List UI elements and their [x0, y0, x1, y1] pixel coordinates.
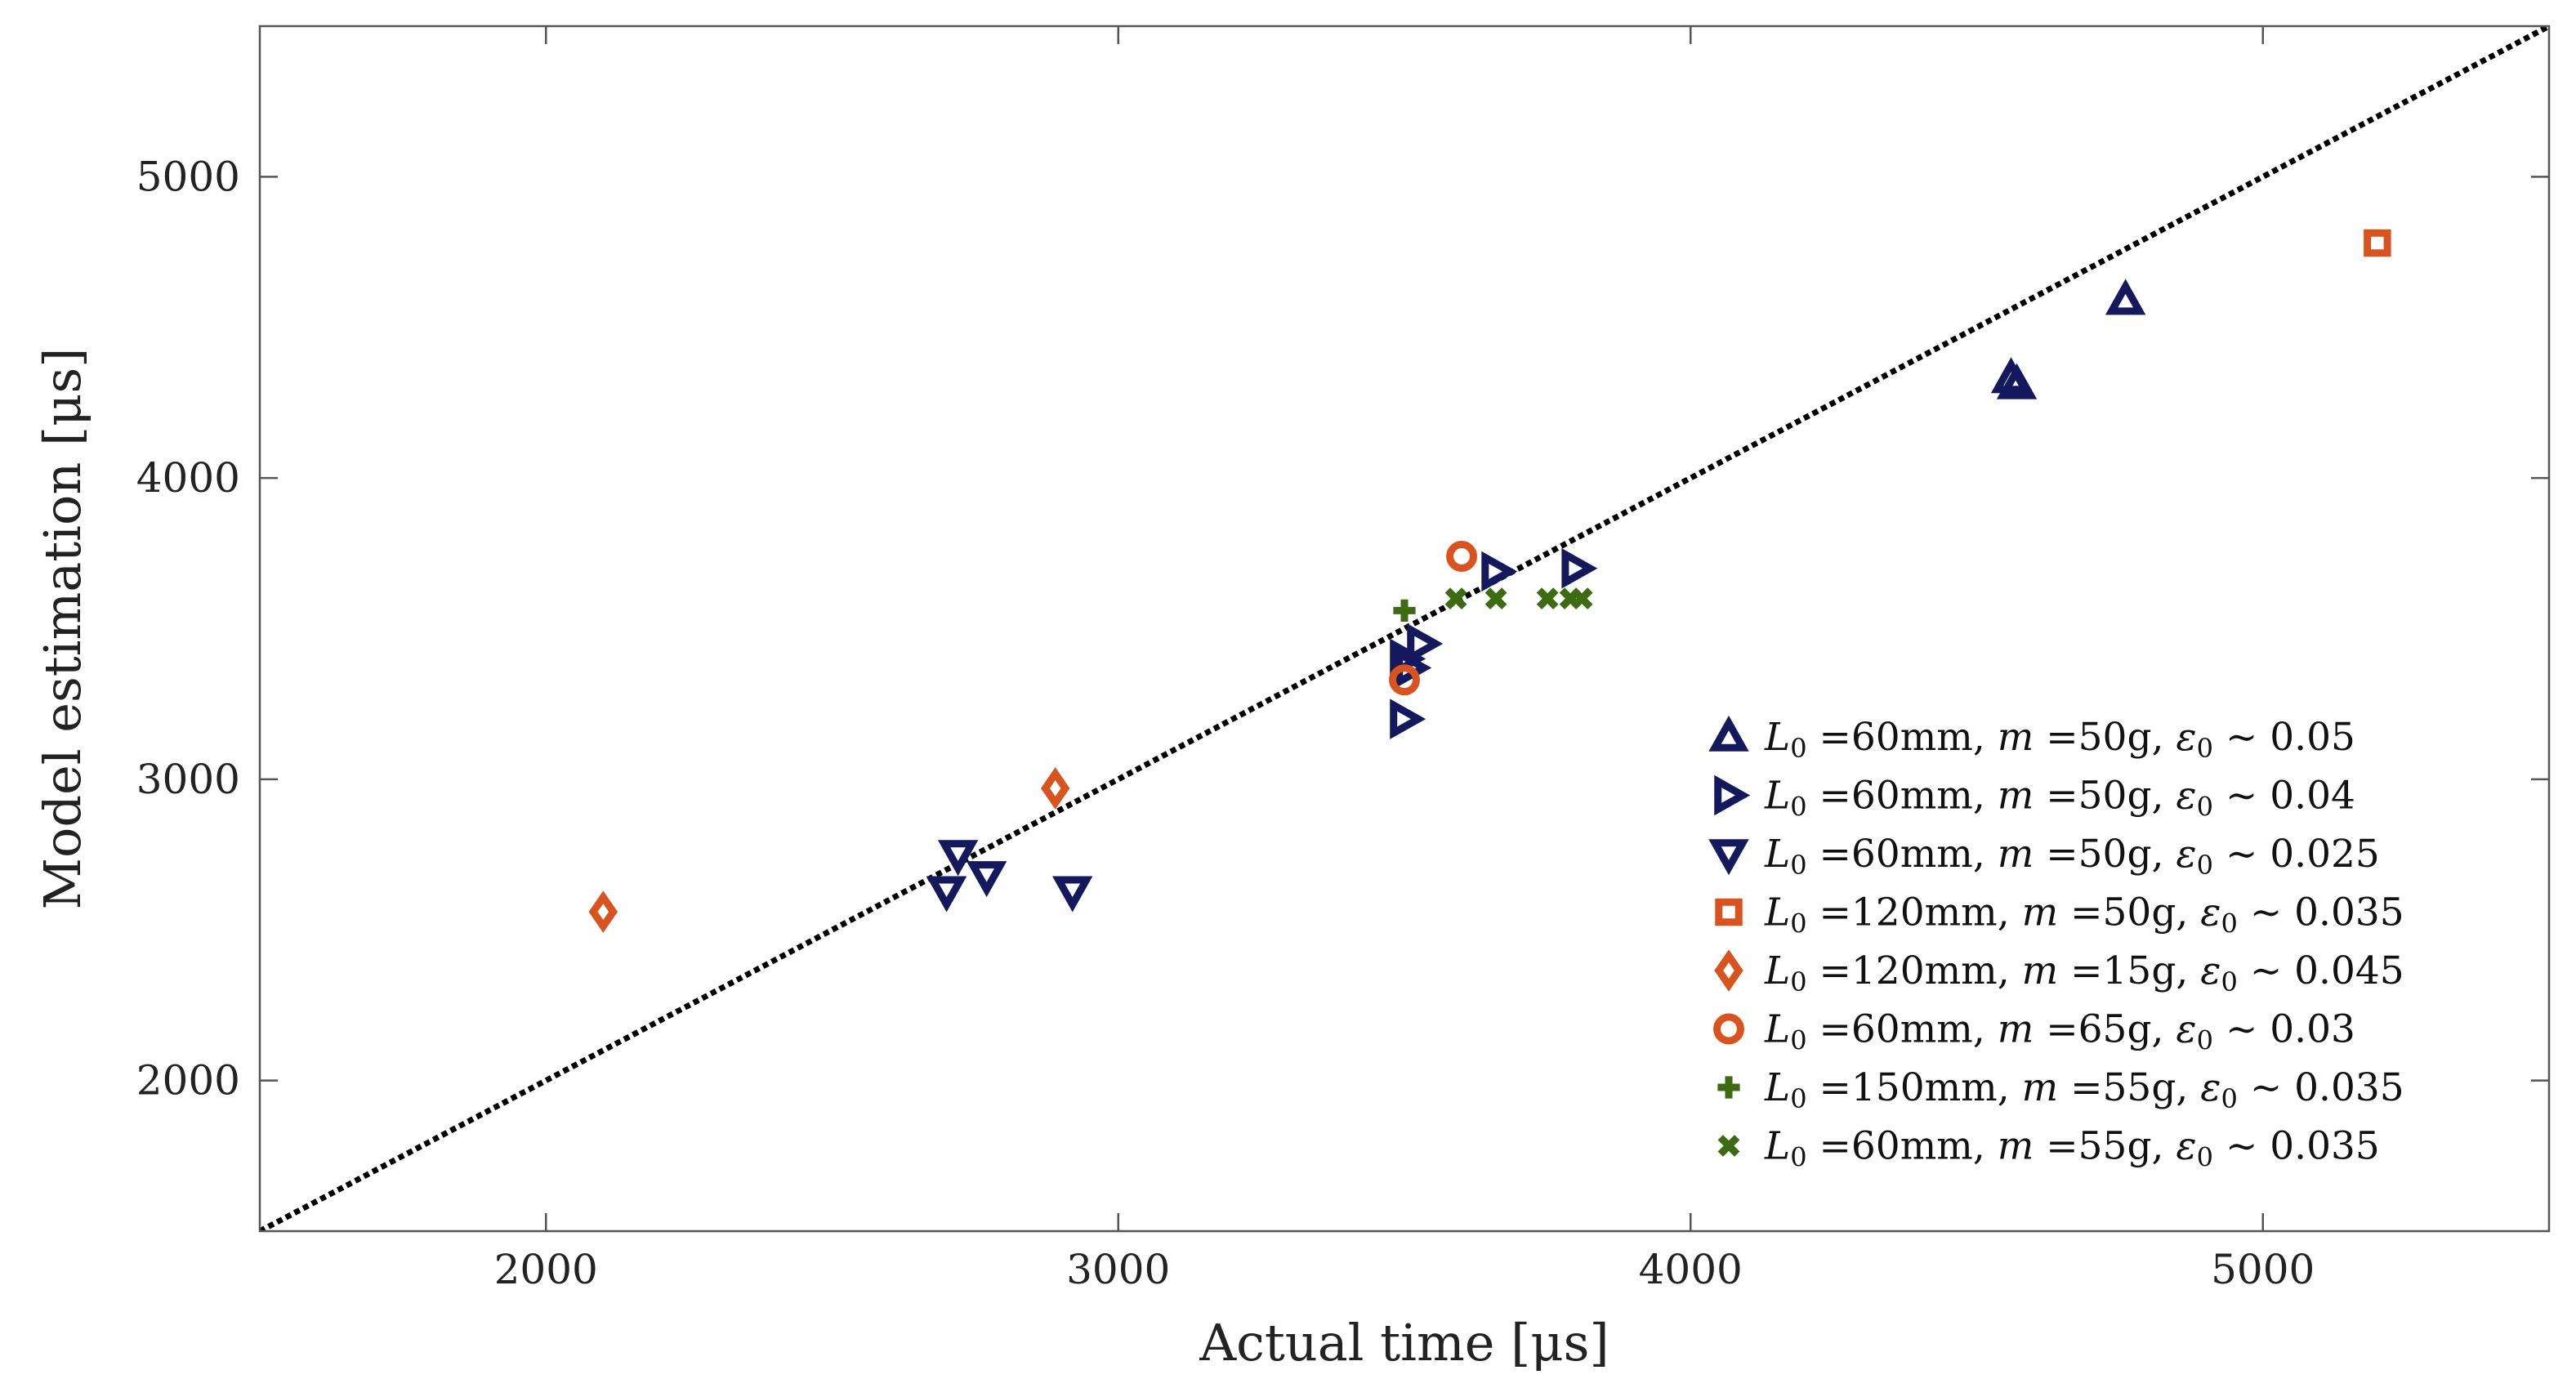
legend: L0 =60mm, m =50g, ε0 ∼ 0.05 L0 =60mm, m =… [1708, 715, 2404, 1173]
axes-frame [258, 25, 2551, 1233]
series-0 [1990, 279, 2146, 399]
legend-label: L0 =60mm, m =55g, ε0 ∼ 0.035 [1764, 1124, 2380, 1173]
y-tick-label: 4000 [136, 454, 240, 502]
legend-entry: L0 =60mm, m =50g, ε0 ∼ 0.05 [1708, 715, 2355, 764]
legend-entry: L0 =60mm, m =50g, ε0 ∼ 0.025 [1708, 832, 2380, 881]
x-axis-label: Actual time [μs] [1199, 1313, 1609, 1372]
data-point [1407, 623, 1444, 664]
legend-label: L0 =60mm, m =50g, ε0 ∼ 0.05 [1764, 715, 2355, 764]
legend-label: L0 =60mm, m =65g, ε0 ∼ 0.03 [1764, 1007, 2355, 1056]
series-7 [1444, 587, 1593, 610]
legend-marker [1708, 715, 1749, 752]
data-point [2364, 229, 2391, 257]
y-axis-label: Model estimation [μs] [33, 348, 92, 910]
legend-entry: L0 =60mm, m =55g, ε0 ∼ 0.035 [1717, 1124, 2380, 1173]
legend-entry: L0 =150mm, m =55g, ε0 ∼ 0.035 [1717, 1065, 2404, 1114]
legend-entry: L0 =60mm, m =50g, ε0 ∼ 0.04 [1714, 774, 2355, 823]
data-point [1481, 551, 1518, 592]
data-point [1040, 767, 1070, 810]
y-tick-label: 3000 [136, 756, 240, 803]
legend-label: L0 =120mm, m =50g, ε0 ∼ 0.035 [1764, 890, 2404, 939]
series-2 [926, 840, 1093, 913]
data-point [1536, 587, 1559, 610]
data-point [1444, 587, 1467, 610]
legend-marker [1715, 898, 1743, 926]
legend-marker [1714, 949, 1743, 992]
legend-entry: L0 =120mm, m =15g, ε0 ∼ 0.045 [1714, 948, 2404, 997]
series-1 [1390, 548, 1598, 739]
data-point [1996, 363, 2038, 399]
legend-marker [1717, 1135, 1740, 1157]
plot-area [260, 26, 2549, 1231]
legend-entry: L0 =120mm, m =50g, ε0 ∼ 0.035 [1715, 890, 2404, 939]
data-point [1561, 548, 1598, 589]
x-tick-label: 4000 [1639, 1246, 1743, 1293]
legend-marker [1708, 839, 1749, 876]
data-point [1389, 664, 1420, 696]
legend-label: L0 =150mm, m =55g, ε0 ∼ 0.035 [1764, 1065, 2404, 1114]
data-point [937, 840, 979, 877]
data-point [588, 890, 618, 933]
legend-marker [1714, 774, 1751, 816]
data-point [1446, 541, 1478, 572]
y-tick-labels: 2000 3000 4000 5000 [136, 153, 240, 1104]
series-3 [2364, 229, 2391, 257]
data-point [2105, 279, 2146, 315]
data-point [1393, 599, 1416, 622]
legend-label: L0 =60mm, m =50g, ε0 ∼ 0.025 [1764, 832, 2380, 881]
series-4 [588, 767, 1070, 933]
data-point [1052, 876, 1093, 913]
legend-label: L0 =60mm, m =50g, ε0 ∼ 0.04 [1764, 774, 2355, 823]
legend-marker [1717, 1076, 1740, 1099]
series-6 [1393, 599, 1416, 622]
axis-ticks [260, 26, 2549, 1231]
legend-label: L0 =120mm, m =15g, ε0 ∼ 0.045 [1764, 948, 2404, 997]
y-tick-label: 2000 [136, 1057, 240, 1105]
data-point [966, 861, 1007, 898]
x-tick-labels: 2000 3000 4000 5000 [494, 1246, 2315, 1293]
x-tick-label: 3000 [1066, 1246, 1170, 1293]
x-tick-label: 5000 [2211, 1246, 2315, 1293]
series-5 [1389, 541, 1478, 696]
data-point [1390, 698, 1426, 739]
data-point [1484, 587, 1507, 610]
legend-marker [1713, 1013, 1744, 1045]
legend-entry: L0 =60mm, m =65g, ε0 ∼ 0.03 [1713, 1007, 2355, 1056]
data-point [926, 876, 967, 913]
y-tick-label: 5000 [136, 153, 240, 200]
x-tick-label: 2000 [494, 1246, 598, 1293]
data-point [1570, 587, 1593, 610]
